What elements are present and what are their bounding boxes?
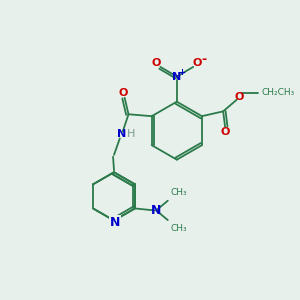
Text: O: O	[235, 92, 244, 102]
Text: N: N	[172, 72, 182, 82]
Text: N: N	[110, 216, 120, 229]
Text: +: +	[178, 68, 185, 77]
Text: CH₃: CH₃	[171, 188, 187, 197]
Text: O: O	[192, 58, 202, 68]
Text: N: N	[117, 129, 126, 139]
Text: N: N	[151, 204, 161, 217]
Text: H: H	[127, 129, 136, 139]
Text: O: O	[119, 88, 128, 98]
Text: CH₃: CH₃	[171, 224, 187, 233]
Text: -: -	[201, 53, 206, 66]
Text: O: O	[152, 58, 161, 68]
Text: O: O	[220, 127, 230, 136]
Text: CH₂CH₃: CH₂CH₃	[262, 88, 295, 98]
